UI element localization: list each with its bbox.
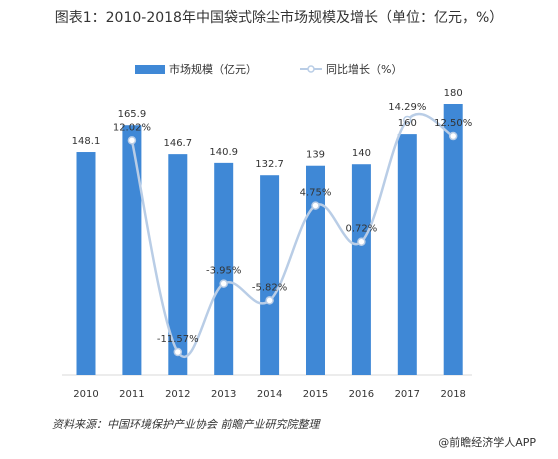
growth-value-label: 12.50%: [434, 118, 472, 129]
growth-point-2018: [448, 131, 458, 141]
growth-value-label: 12.02%: [113, 122, 151, 133]
bar-2018: [443, 104, 463, 375]
growth-point-2015: [311, 201, 320, 210]
chart-title: 图表1：2010-2018年中国袋式除尘市场规模及增长（单位：亿元，%）: [54, 10, 504, 26]
x-tick-label: 2013: [211, 389, 236, 400]
growth-point-2013: [219, 279, 228, 288]
bar-2014: [260, 175, 280, 375]
growth-line-group: [127, 112, 458, 358]
legend: 市场规模（亿元） 同比增长（%）: [135, 62, 402, 76]
bar-value-label: 160: [398, 118, 417, 129]
x-ticks-group: 2010 2011 2012 2013 2014 2015 2016 2017 2018: [73, 389, 466, 400]
x-tick-label: 2011: [119, 389, 144, 400]
growth-value-label: 14.29%: [388, 102, 426, 113]
bar-2011: [122, 125, 142, 375]
bar-value-label: 139: [306, 150, 325, 161]
bar-2012: [168, 154, 188, 375]
x-tick-label: 2018: [440, 389, 465, 400]
bar-value-label: 148.1: [72, 136, 101, 147]
x-tick-label: 2017: [395, 389, 420, 400]
growth-labels-group: 12.02% -11.57% -3.95% -5.82% 4.75% 0.72% 14.29…: [113, 102, 472, 345]
legend-line-label: 同比增长（%）: [326, 62, 402, 76]
growth-point-2012: [173, 347, 183, 357]
bar-labels-group: 148.1 165.9 146.7 140.9 132.7 139 140 160 180: [72, 88, 463, 170]
bar-2016: [351, 164, 371, 375]
x-tick-label: 2015: [303, 389, 328, 400]
bar-value-label: 180: [444, 88, 463, 99]
bar-2010: [76, 152, 96, 375]
growth-value-label: -3.95%: [206, 266, 241, 277]
legend-line-marker: [307, 65, 315, 73]
bar-value-label: 132.7: [255, 159, 284, 170]
x-tick-label: 2012: [165, 389, 190, 400]
legend-bar-swatch: [135, 65, 165, 74]
brand-credit: @前瞻经济学人APP: [438, 436, 536, 449]
bar-2013: [214, 162, 234, 375]
growth-value-label: 0.72%: [346, 224, 378, 235]
x-tick-label: 2014: [257, 389, 282, 400]
x-tick-label: 2010: [73, 389, 98, 400]
bar-2017: [397, 134, 417, 375]
growth-value-label: 4.75%: [300, 188, 332, 199]
bars-group: [76, 104, 463, 375]
growth-point-2017: [403, 115, 412, 125]
bar-2015: [306, 165, 325, 375]
bar-value-label: 140.9: [209, 147, 238, 158]
bar-value-label: 140: [352, 148, 371, 159]
growth-point-2014: [265, 296, 274, 305]
x-tick-label: 2016: [349, 389, 374, 400]
source-note: 资料来源：中国环境保护产业协会 前瞻产业研究院整理: [52, 418, 320, 431]
legend-bar-label: 市场规模（亿元）: [169, 62, 257, 76]
bar-value-label: 146.7: [163, 138, 192, 149]
growth-point-2016: [357, 237, 366, 246]
bar-value-label: 165.9: [118, 109, 147, 120]
growth-point-2011: [127, 136, 137, 145]
growth-value-label: -5.82%: [252, 282, 287, 293]
growth-value-label: -11.57%: [157, 334, 199, 345]
